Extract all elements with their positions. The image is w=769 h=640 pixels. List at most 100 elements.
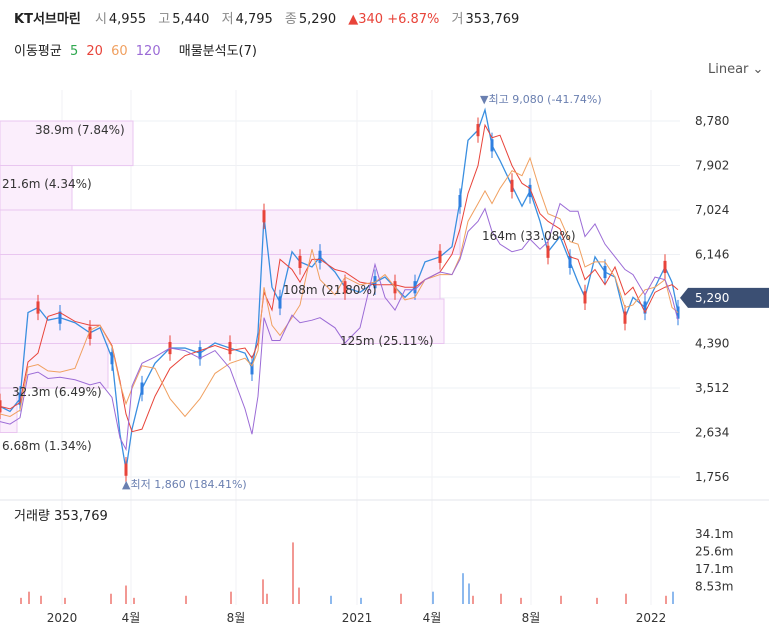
volume-profile-bar	[0, 209, 461, 255]
volume-bar	[560, 595, 562, 604]
volume-tick-label: 17.1m	[695, 562, 733, 576]
volume-profile-label: 125m (25.11%)	[340, 334, 434, 348]
volume-profile-label: 38.9m (7.84%)	[35, 123, 125, 137]
candle-body	[262, 210, 266, 223]
stock-name: KT서브마린	[14, 12, 81, 27]
candle-body	[623, 311, 627, 324]
ma-120-line	[0, 202, 679, 452]
candle-body	[643, 301, 647, 314]
volume-profile-label: 32.3m (6.49%)	[12, 385, 102, 399]
volume-tick-label: 25.6m	[695, 544, 733, 558]
volume-bar	[468, 583, 470, 604]
open-value: 4,955	[108, 12, 147, 27]
volume-bar	[596, 597, 598, 604]
ma-120[interactable]: 120	[135, 44, 161, 59]
chevron-down-icon: ⌄	[752, 62, 764, 77]
candle-body	[110, 352, 114, 365]
y-tick-label: 7,024	[695, 203, 729, 217]
candle-body	[603, 265, 607, 279]
ma-20[interactable]: 20	[86, 44, 103, 59]
candle-body	[278, 296, 282, 309]
low-annotation: ▲최저 1,860 (184.41%)	[122, 478, 247, 491]
volume-bar	[360, 597, 362, 604]
volume-bar	[292, 542, 294, 604]
volume-bar	[665, 595, 667, 604]
volume-bar	[520, 597, 522, 604]
volume-bar	[462, 573, 464, 604]
volume-bar	[64, 597, 66, 604]
low-label: 저	[221, 12, 234, 27]
volume-value: 353,769	[465, 12, 520, 27]
ma-60-line	[0, 156, 679, 418]
current-price-label: 5,290	[695, 291, 729, 305]
volume-profile-bar	[0, 254, 441, 300]
y-tick-label: 6,146	[695, 248, 729, 262]
candle-body	[343, 281, 347, 294]
x-tick-label: 4월	[122, 611, 141, 625]
volume-label: 거	[451, 12, 464, 27]
volume-bar	[266, 593, 268, 604]
volume-title: 거래량 353,769	[14, 509, 108, 524]
volume-profile-bar	[0, 343, 109, 389]
candle-body	[228, 341, 232, 355]
y-tick-label: 3,512	[695, 381, 729, 395]
candle-body	[568, 255, 572, 268]
close-label: 종	[284, 12, 297, 27]
candle-body	[490, 139, 494, 152]
x-tick-label: 2021	[342, 611, 373, 625]
candle-body	[476, 124, 480, 137]
volume-bar	[125, 585, 127, 604]
x-tick-label: 8월	[227, 611, 246, 625]
candle-body	[318, 250, 322, 263]
ma-60[interactable]: 60	[111, 44, 128, 59]
candle-body	[663, 260, 667, 274]
high-annotation: ▼최고 9,080 (-41.74%)	[480, 93, 602, 106]
ma-label: 이동평균	[14, 44, 62, 59]
volume-profile-bar	[0, 165, 73, 211]
volume-tick-label: 8.53m	[695, 579, 733, 593]
candle-body	[546, 245, 550, 258]
candle-body	[18, 392, 22, 405]
volume-tick-label: 34.1m	[695, 527, 733, 541]
x-tick-label: 8월	[522, 611, 541, 625]
candle-body	[458, 194, 462, 208]
candle-body	[198, 347, 202, 360]
candle-body	[250, 362, 254, 375]
volume-profile-label: 21.6m (4.34%)	[2, 177, 92, 191]
volume-bar	[230, 591, 232, 604]
candle-body	[140, 382, 144, 395]
volume-profile-bar	[0, 120, 134, 167]
candle-body	[583, 291, 587, 304]
ma-20-line	[0, 123, 679, 433]
candle-body	[88, 326, 92, 339]
candle-body	[36, 301, 40, 314]
volume-bar	[185, 595, 187, 604]
high-label: 고	[158, 12, 171, 27]
price-line	[0, 107, 679, 470]
candle-body	[438, 250, 442, 263]
volume-bar	[20, 597, 22, 604]
candle-body	[298, 255, 302, 268]
high-value: 5,440	[172, 12, 210, 27]
volume-bar	[625, 593, 627, 604]
candle-body	[58, 311, 62, 324]
volume-bar	[432, 591, 434, 604]
y-tick-label: 1,756	[695, 470, 729, 484]
x-tick-label: 2020	[47, 611, 78, 625]
low-value: 4,795	[235, 12, 273, 27]
y-tick-label: 4,390	[695, 337, 729, 351]
volume-profile-label: 108m (21.80%)	[283, 283, 377, 297]
ma-5[interactable]: 5	[69, 44, 79, 59]
candle-body	[124, 463, 128, 476]
volume-profile-toggle[interactable]: 매물분석도(7)	[178, 44, 257, 59]
candle-body	[510, 179, 514, 192]
volume-profile-label: 6.68m (1.34%)	[2, 439, 92, 453]
volume-bar	[500, 593, 502, 604]
volume-bar	[110, 593, 112, 604]
volume-bar	[672, 591, 674, 604]
open-label: 시	[94, 12, 107, 27]
ma-legend[interactable]: 이동평균 5 20 60 120 매물분석도(7)	[14, 40, 261, 59]
volume-bar	[262, 579, 264, 604]
scale-dropdown[interactable]: Linear ⌄	[708, 62, 763, 77]
